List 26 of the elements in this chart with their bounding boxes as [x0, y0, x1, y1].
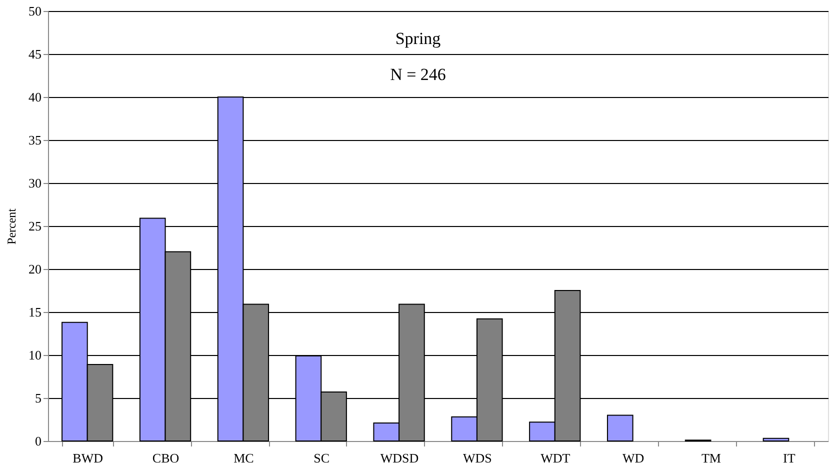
x-tick-label: CBO [152, 450, 180, 466]
y-tick-label: 50 [28, 4, 42, 18]
x-tick-label: WDT [540, 450, 570, 466]
y-tick-label: 5 [35, 390, 42, 406]
y-tick-label: 20 [28, 262, 42, 276]
y-tick-label: 30 [28, 176, 42, 190]
y-tick-label: 35 [28, 132, 42, 148]
y-tick-label: 40 [28, 90, 42, 104]
annotation: Spring [395, 29, 442, 48]
x-tick-label: WDSD [380, 450, 419, 466]
y-tick-label: 25 [28, 218, 42, 234]
y-tick-label: 45 [28, 46, 42, 62]
x-tick-label: IT [783, 450, 796, 466]
x-tick-label: WD [622, 450, 644, 466]
x-tick-label: BWD [72, 450, 104, 466]
x-tick-label: SC [314, 450, 330, 466]
x-tick-label: WDS [463, 450, 492, 466]
y-tick-label: 15 [28, 304, 42, 320]
bar [762, 438, 790, 442]
y-tick-label: 0 [35, 434, 42, 448]
x-tick-label: MC [234, 450, 254, 466]
annotation: N = 246 [390, 65, 446, 84]
bar [606, 414, 634, 442]
y-axis-title: Percent [4, 208, 18, 244]
x-tick-label: TM [701, 450, 722, 466]
y-tick-label: 10 [28, 348, 42, 362]
